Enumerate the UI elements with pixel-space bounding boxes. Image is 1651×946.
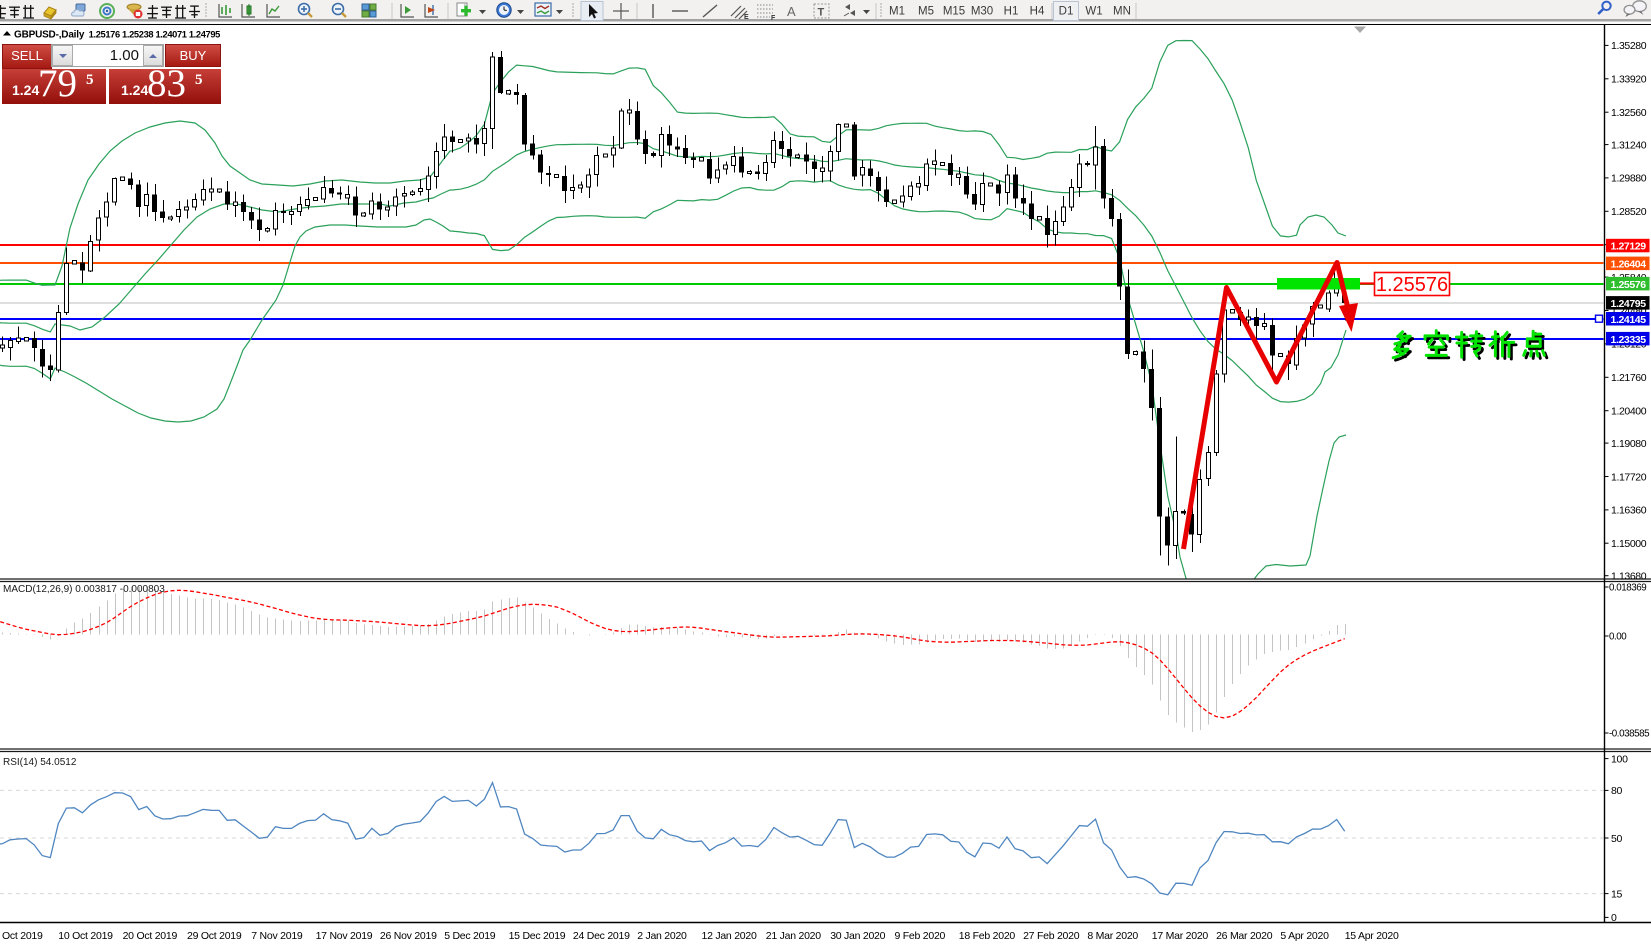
svg-text:H1: H1 [1004,6,1019,18]
svg-text:D1: D1 [1059,6,1074,18]
svg-text:M1: M1 [889,6,905,18]
svg-text:12 Jan 2020: 12 Jan 2020 [702,930,757,942]
svg-text:0.00: 0.00 [1609,632,1627,643]
svg-text:15: 15 [1611,888,1623,900]
svg-text:-0.038585: -0.038585 [1609,729,1650,740]
svg-text:F: F [771,15,776,22]
svg-text:26 Nov 2019: 26 Nov 2019 [380,930,437,942]
svg-text:1.19080: 1.19080 [1611,438,1647,450]
svg-text:MN: MN [1113,6,1131,18]
svg-text:T: T [818,7,825,19]
svg-text:1.21760: 1.21760 [1611,372,1647,384]
svg-text:17 Nov 2019: 17 Nov 2019 [316,930,373,942]
svg-text:15 Dec 2019: 15 Dec 2019 [509,930,566,942]
svg-text:27 Feb 2020: 27 Feb 2020 [1023,930,1080,942]
svg-text:1.17720: 1.17720 [1611,471,1647,483]
svg-text:1.24145: 1.24145 [1611,314,1647,326]
svg-text:1.13680: 1.13680 [1611,571,1647,583]
svg-text:10 Oct 2019: 10 Oct 2019 [58,930,113,942]
svg-text:8 Mar 2020: 8 Mar 2020 [1087,930,1138,942]
svg-text:30 Jan 2020: 30 Jan 2020 [830,930,885,942]
svg-text:W1: W1 [1085,6,1102,18]
svg-text:29 Oct 2019: 29 Oct 2019 [187,930,242,942]
svg-text:1.16360: 1.16360 [1611,505,1647,517]
svg-text:GBPUSD-,Daily 1.25176 1.25238: GBPUSD-,Daily 1.25176 1.25238 1.24071 1.… [14,30,220,41]
svg-text:1.31240: 1.31240 [1611,139,1647,151]
svg-text:M30: M30 [971,6,993,18]
svg-text:1.28520: 1.28520 [1611,206,1647,218]
svg-text:20 Oct 2019: 20 Oct 2019 [123,930,178,942]
svg-text:17 Mar 2020: 17 Mar 2020 [1152,930,1209,942]
svg-text:1.20400: 1.20400 [1611,406,1647,418]
svg-text:1.15000: 1.15000 [1611,538,1647,550]
svg-text:M5: M5 [918,6,934,18]
svg-text:5 Apr 2020: 5 Apr 2020 [1280,930,1329,942]
svg-text:RSI(14) 54.0512: RSI(14) 54.0512 [3,757,77,768]
svg-text:1.35280: 1.35280 [1611,40,1647,52]
svg-text:E: E [744,14,749,21]
svg-text:80: 80 [1611,785,1623,797]
svg-text:24 Dec 2019: 24 Dec 2019 [573,930,630,942]
svg-text:21 Jan 2020: 21 Jan 2020 [766,930,821,942]
svg-text:5 Dec 2019: 5 Dec 2019 [444,930,496,942]
svg-text:Oct 2019: Oct 2019 [2,930,43,942]
svg-text:1.32560: 1.32560 [1611,107,1647,119]
svg-text:15 Apr 2020: 15 Apr 2020 [1345,930,1399,942]
svg-text:H4: H4 [1030,6,1045,18]
svg-text:7 Nov 2019: 7 Nov 2019 [251,930,303,942]
svg-text:100: 100 [1611,753,1628,765]
svg-text:26 Mar 2020: 26 Mar 2020 [1216,930,1273,942]
svg-text:1.24795: 1.24795 [1611,298,1647,310]
svg-text:1.33920: 1.33920 [1611,74,1647,86]
svg-text:2 Jan 2020: 2 Jan 2020 [637,930,687,942]
svg-text:1.25576: 1.25576 [1376,274,1448,296]
svg-text:M15: M15 [943,6,965,18]
svg-text:1.29880: 1.29880 [1611,173,1647,185]
svg-text:18 Feb 2020: 18 Feb 2020 [959,930,1016,942]
svg-text:MACD(12,26,9) 0.003817 -0.0008: MACD(12,26,9) 0.003817 -0.000803 [3,584,165,595]
svg-text:1.23335: 1.23335 [1611,334,1647,346]
svg-text:1.26404: 1.26404 [1611,259,1647,271]
svg-text:0.018369: 0.018369 [1609,583,1646,594]
svg-text:0: 0 [1611,912,1617,924]
svg-text:50: 50 [1611,833,1623,845]
svg-text:A: A [787,4,796,19]
svg-text:9 Feb 2020: 9 Feb 2020 [895,930,946,942]
svg-text:1.25576: 1.25576 [1611,279,1647,291]
svg-text:1.27129: 1.27129 [1611,241,1647,253]
